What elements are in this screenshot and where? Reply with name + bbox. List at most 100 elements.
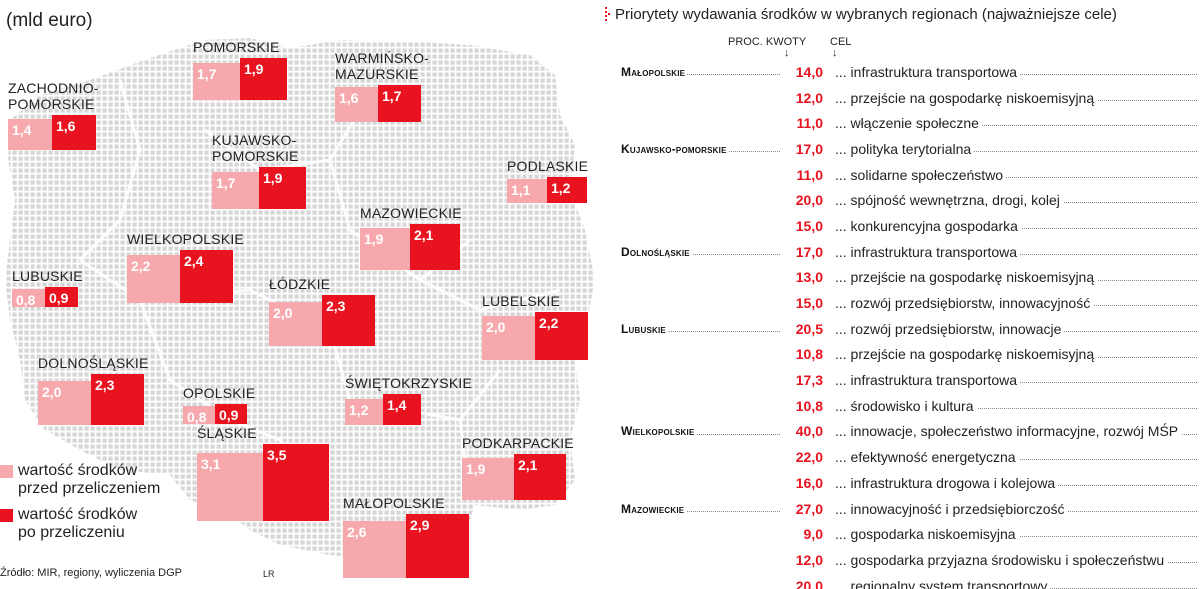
unit-label: (mld euro) (6, 10, 93, 31)
region-name: WARMIŃSKO-MAZURSKIE (335, 49, 430, 82)
row-pct: 11,0 (796, 115, 823, 132)
bar-before: 1,2 (345, 398, 383, 425)
region-group: PODLASKIE 1,1 1,2 (507, 158, 588, 203)
bar-before: 1,9 (462, 458, 514, 500)
table-row: 12,0 ... gospodarka przyjazna środowisku … (605, 547, 1197, 573)
bar-before-value: 1,4 (12, 122, 32, 139)
bar-after: 0,9 (215, 404, 247, 424)
bar-before: 2,0 (38, 380, 91, 425)
row-region: Mazowieckie (621, 501, 687, 516)
bar-before: 1,6 (335, 86, 378, 122)
bar-after: 2,3 (322, 295, 375, 346)
bar-before: 2,0 (269, 301, 322, 346)
table-row: 16,0 ... infrastruktura drogowa i kolejow… (605, 470, 1197, 496)
arrow-down-icon: ↓ (784, 47, 790, 59)
table-row: Wielkopolskie 40,0 ... innowacje, społecze… (605, 419, 1197, 445)
table-row: 20,0 ... spójność wewnętrzna, drogi, kole… (605, 187, 1197, 213)
table-row: Lubuskie 20,5 ... rozwój przedsiębiorstw, … (605, 316, 1197, 342)
row-goal: ... gospodarka przyjazna środowisku i sp… (835, 551, 1168, 568)
legend: wartość środków przed przeliczeniem wart… (0, 462, 160, 550)
column-header-goal-label: CEL (830, 36, 852, 48)
bar-after: 3,5 (263, 444, 329, 521)
bar-after-value: 1,7 (382, 87, 402, 104)
bar-after: 2,1 (410, 223, 460, 270)
bar-after-value: 2,3 (326, 298, 346, 315)
row-pct: 12,0 (795, 551, 823, 568)
row-goal: ... infrastruktura transportowa (835, 63, 1021, 80)
bar-after-value: 3,5 (267, 447, 287, 463)
bar-after: 2,1 (514, 453, 566, 500)
region-group: OPOLSKIE 0,8 0,9 (183, 385, 255, 425)
priorities-table: Priorytety wydawania środków w wybranych… (605, 0, 1200, 589)
region-group: LUBUSKIE 0,8 0,9 (12, 268, 83, 308)
bar-before-value: 3,1 (201, 455, 221, 472)
bar-before-value: 1,2 (349, 401, 369, 418)
table-row: 22,0 ... efektywność energetyczna (605, 444, 1197, 470)
bar-before: 0,8 (183, 406, 215, 425)
row-pct: 15,0 (795, 295, 823, 312)
table-row: 15,0 ... rozwój przedsiębiorstw, innowacy… (605, 290, 1197, 316)
bar-before: 2,6 (343, 520, 406, 578)
column-header-goal: CEL ↓ (830, 36, 852, 59)
region-name: PODLASKIE (507, 157, 589, 174)
region-group: ŚWIĘTOKRZYSKIE 1,2 1,4 (345, 375, 472, 425)
row-pct: 17,3 (795, 372, 823, 389)
row-pct: 20,0 (795, 577, 823, 589)
table-row: 13,0 ... przejście na gospodarkę niskoemi… (605, 265, 1197, 291)
bar-before-value: 2,0 (42, 383, 62, 400)
region-name: PODKARPACKIE (462, 434, 574, 451)
leader-dots (835, 407, 1197, 409)
row-goal: ... infrastruktura transportowa (835, 372, 1021, 389)
bar-after-value: 1,9 (263, 170, 283, 187)
legend-label-before: wartość środków przed przeliczeniem (18, 462, 161, 497)
arrow-down-icon: ↓ (832, 47, 838, 59)
region-name: ŚLĄSKIE (197, 425, 257, 441)
region-name: WIELKOPOLSKIE (127, 231, 244, 248)
bar-after-value: 2,9 (410, 517, 430, 534)
row-goal: ... efektywność energetyczna (835, 449, 1019, 466)
region-group: POMORSKIE 1,7 1,9 (193, 39, 287, 100)
row-pct: 11,0 (796, 166, 823, 183)
region-group: ŚLĄSKIE 3,1 3,5 (197, 425, 329, 521)
row-goal: ... włączenie społeczne (835, 115, 982, 132)
row-goal: ... przejście na gospodarkę niskoemisyjn… (835, 269, 1098, 286)
bar-before: 1,7 (212, 171, 259, 209)
row-goal: ... konkurencyjna gospodarka (835, 217, 1021, 234)
row-pct: 20,0 (795, 192, 823, 209)
bar-after: 1,2 (547, 176, 587, 203)
legend-label-after: wartość środków po przeliczeniu (18, 506, 138, 541)
bar-after-value: 2,3 (95, 377, 115, 394)
row-goal: ... przejście na gospodarkę niskoemisyjn… (835, 89, 1098, 106)
row-goal: ... regionalny system transportowy (835, 577, 1051, 589)
legend-swatch-after (0, 509, 13, 522)
table-row: 11,0 ... solidarne społeczeństwo (605, 162, 1197, 188)
table-row: 9,0 ... gospodarka niskoemisyjna (605, 521, 1197, 547)
region-name: KUJAWSKO-POMORSKIE (212, 132, 299, 165)
bar-after: 1,9 (240, 58, 287, 100)
table-row: 15,0 ... konkurencyjna gospodarka (605, 213, 1197, 239)
row-region: Kujawsko-pomorskie (621, 141, 729, 156)
bar-before: 3,1 (197, 452, 263, 521)
leader-dots (621, 330, 780, 332)
row-pct: 27,0 (795, 500, 823, 517)
row-goal: ... polityka terytorialna (835, 140, 975, 157)
leader-dots (835, 151, 1197, 153)
table-row: Kujawsko-pomorskie 17,0 ... polityka teryt… (605, 136, 1197, 162)
column-header-pct-label: PROC. KWOTY (728, 36, 807, 48)
bar-before-value: 1,7 (216, 174, 236, 191)
table-row: Mazowieckie 27,0 ... innowacyjność i przed… (605, 496, 1197, 522)
column-header-pct: PROC. KWOTY ↓ (728, 36, 823, 59)
row-pct: 15,0 (795, 217, 823, 234)
leader-dots (621, 74, 780, 75)
bar-before-value: 2,2 (131, 257, 151, 274)
bar-after: 0,9 (45, 287, 78, 307)
region-name: POMORSKIE (193, 39, 280, 56)
row-pct: 9,0 (803, 526, 823, 543)
row-goal: ... infrastruktura drogowa i kolejowa (835, 474, 1059, 491)
region-name: ŚWIĘTOKRZYSKIE (345, 375, 473, 392)
row-pct: 16,0 (795, 474, 823, 491)
bar-before: 1,9 (360, 228, 410, 270)
region-group: KUJAWSKO-POMORSKIE 1,7 1,9 (212, 132, 306, 209)
row-region: Małopolskie (621, 64, 688, 79)
region-name: LUBUSKIE (12, 268, 83, 285)
